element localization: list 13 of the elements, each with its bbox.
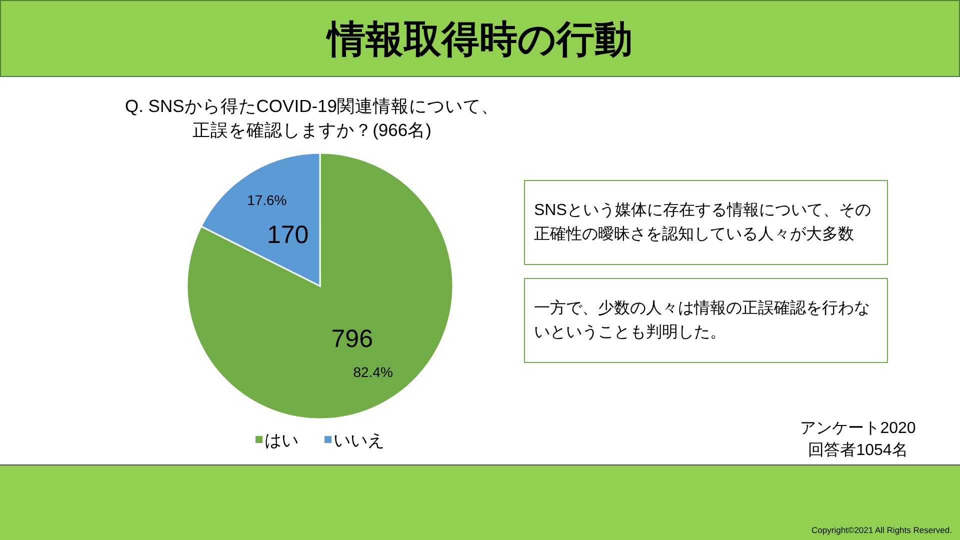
text: 回答者1054名 (808, 441, 908, 459)
legend-label: いいえ (334, 431, 384, 450)
text-box: SNSという媒体に存在する情報について、その正確性の曖昧さを認知している人々が大多数 (524, 180, 888, 265)
chart-title: 情報取得時の行動 (326, 19, 632, 61)
text: 82.4% (353, 364, 393, 380)
text-box: 一方で、少数の人々は情報の正誤確認を行わないということも判明した。 (524, 278, 888, 363)
text: 17.6% (247, 192, 287, 208)
text: アンケート2020 (800, 420, 916, 437)
text: Copyright©2021 All Rights Reserved. (812, 525, 952, 535)
data-label: 170 (267, 220, 309, 249)
chart-subtitle: Q. SNSから得たCOVID-19関連情報について、正誤を確認しますか？(966名) (124, 95, 500, 142)
data-label: 796 (331, 325, 373, 354)
legend-label: はい (264, 431, 298, 450)
